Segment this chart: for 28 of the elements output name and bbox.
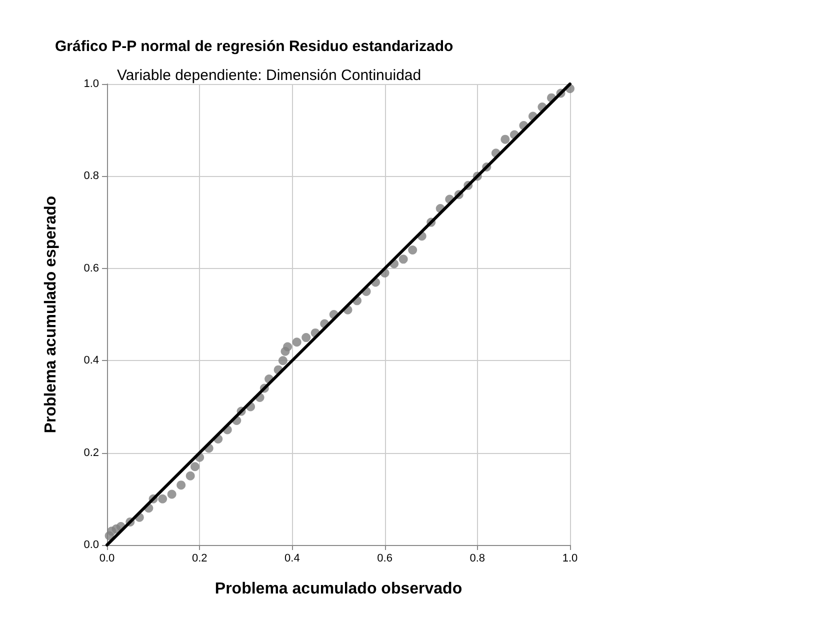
x-tick-label: 1.0 bbox=[562, 552, 578, 564]
y-tick-label: 1.0 bbox=[84, 78, 99, 90]
x-axis-title: Problema acumulado observado bbox=[214, 580, 462, 598]
point bbox=[167, 490, 176, 499]
y-tick-label: 0.8 bbox=[84, 170, 99, 182]
y-tick-label: 0.6 bbox=[84, 262, 99, 274]
point bbox=[278, 356, 288, 366]
chart-title: Gráfico P-P normal de regresión Residuo estandarizado bbox=[55, 38, 454, 55]
point bbox=[500, 134, 510, 144]
point bbox=[302, 333, 311, 342]
x-tick-label: 0.2 bbox=[192, 552, 208, 564]
x-tick-label: 0.4 bbox=[284, 552, 300, 564]
point bbox=[186, 471, 195, 480]
point bbox=[292, 338, 302, 347]
y-tick-label: 0.2 bbox=[84, 446, 99, 459]
y-tick-label: 0.4 bbox=[84, 354, 99, 367]
x-tick-label: 0.8 bbox=[470, 552, 486, 564]
y-axis-title: Problema acumulado esperado bbox=[42, 196, 60, 434]
point bbox=[283, 342, 292, 352]
point bbox=[408, 245, 418, 254]
point bbox=[158, 494, 168, 504]
chart-subtitle: Variable dependiente: Dimensión Continuidad bbox=[117, 67, 422, 84]
x-tick-label: 0.0 bbox=[99, 552, 115, 564]
point bbox=[190, 462, 200, 472]
x-tick-label: 0.6 bbox=[377, 552, 392, 564]
point bbox=[398, 254, 408, 264]
point bbox=[176, 480, 186, 490]
y-tick-label: 0.0 bbox=[84, 539, 99, 551]
